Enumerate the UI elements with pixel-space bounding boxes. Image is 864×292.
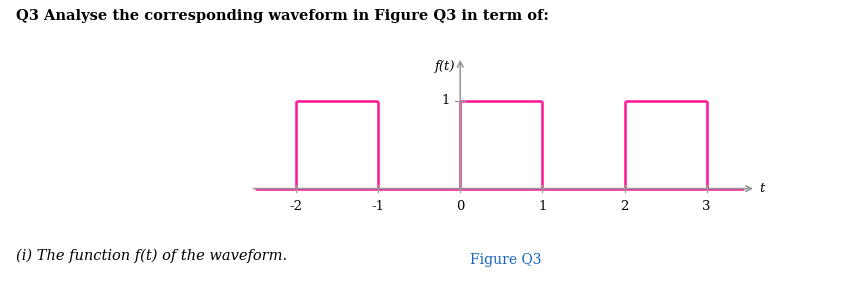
- Text: 0: 0: [456, 200, 465, 213]
- Text: 1: 1: [538, 200, 547, 213]
- Text: t: t: [759, 182, 765, 195]
- Text: (i) The function f(t) of the waveform.: (i) The function f(t) of the waveform.: [16, 248, 287, 263]
- Text: Figure Q3: Figure Q3: [470, 253, 541, 267]
- Text: 3: 3: [702, 200, 711, 213]
- Text: 1: 1: [442, 94, 449, 107]
- Text: 2: 2: [620, 200, 629, 213]
- Text: -1: -1: [372, 200, 384, 213]
- Text: -2: -2: [289, 200, 302, 213]
- Text: f(t): f(t): [435, 60, 455, 73]
- Text: Q3 Analyse the corresponding waveform in Figure Q3 in term of:: Q3 Analyse the corresponding waveform in…: [16, 9, 549, 23]
